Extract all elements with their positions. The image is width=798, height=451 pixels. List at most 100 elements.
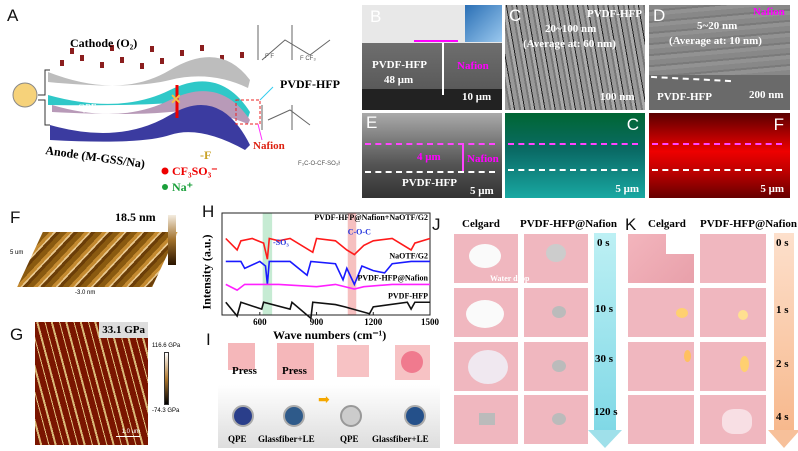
y-axis-label: Intensity (a.u.) (199, 234, 214, 310)
eds-map-fluorine: F 5 μm (649, 113, 790, 198)
nafion-layer (52, 91, 250, 124)
coin-cell-icon (283, 405, 305, 427)
panel-label-b: B (370, 7, 382, 26)
panel-label-g: G (10, 325, 24, 344)
scale-bar-label: 5 μm (470, 185, 494, 197)
time-label: 4 s (776, 411, 789, 423)
x-axis-label: Wave numbers (cm⁻¹) (273, 328, 387, 342)
series-label: PVDF-HFP@Nafion+NaOTF/G2 (314, 213, 428, 222)
time-label: 30 s (595, 353, 614, 365)
legend-f: -F (200, 148, 212, 162)
nafion-label: Nafion (753, 6, 785, 18)
material-label: PVDF-HFP (372, 59, 427, 71)
element-label-c: C (626, 115, 639, 134)
plot-frame (221, 212, 431, 316)
x-tick-label: 900 (310, 317, 324, 327)
svg-text:F₃C-O-CF-SO₃H: F₃C-O-CF-SO₃H (298, 161, 340, 167)
o2-molecules-icon (60, 45, 244, 69)
modulus-label: 33.1 GPa (99, 322, 148, 338)
thickness-label: 48 μm (384, 74, 414, 86)
time-label: 2 s (776, 358, 789, 370)
panel-label-i: I (206, 330, 211, 349)
pore-size-label: 5~20 nm (697, 20, 738, 32)
legend-na: Na⁺ (172, 180, 193, 194)
inset-photo (465, 5, 502, 42)
battery-schematic: ✕ F F F CF₃ F₃C-O-CF-SO₃H (12, 25, 340, 190)
qpe-label: QPE (78, 103, 97, 114)
annotation-so3: -SO₃ (273, 238, 289, 247)
material-label: PVDF-HFP (587, 8, 642, 20)
time-label: 0 s (597, 237, 610, 249)
eds-map-carbon: C 5 μm (505, 113, 645, 198)
height-max-label: 18.5 nm (115, 210, 156, 224)
sample-label: Glassfiber+LE (258, 434, 315, 444)
x-tick-label: 1500 (421, 317, 440, 327)
series-line (225, 237, 431, 260)
sample-label: Glassfiber+LE (372, 434, 429, 444)
coin-cell-icon (232, 405, 254, 427)
modulus-map: 33.1 GPa 1.0 um (35, 322, 148, 445)
panel-label-a: A (7, 6, 19, 25)
sem-image-c: C PVDF-HFP 20~100 nm (Average at: 60 nm)… (505, 5, 645, 110)
series-line (225, 300, 430, 320)
annotation-coc: C-O-C (348, 228, 371, 237)
scale-bar-label: 5 μm (615, 183, 639, 195)
scale-bar-label: 10 μm (462, 91, 492, 103)
material-label: PVDF-HFP (402, 177, 457, 189)
panel-label-h: H (202, 202, 215, 221)
material-label: PVDF-HFP (657, 91, 712, 103)
press-label: Press (282, 365, 307, 377)
series-label: PVDF-HFP (388, 291, 428, 300)
time-arrow (594, 233, 616, 433)
column-label-pvdf: PVDF-HFP@Nafion (520, 218, 617, 230)
thickness-label: 4 μm (417, 151, 441, 163)
press-label: Press (232, 365, 257, 377)
series-line (225, 260, 430, 287)
column-label-pvdf: PVDF-HFP@Nafion (700, 218, 797, 230)
water-drop-label: Water drop (490, 274, 530, 283)
svg-text:F F: F F (265, 54, 274, 60)
x-tick-label: 600 (253, 317, 267, 327)
svg-text:✕: ✕ (170, 93, 182, 108)
nafion-label: Nafion (457, 60, 489, 72)
svg-text:F CF₃: F CF₃ (300, 56, 316, 62)
cathode-layer (48, 57, 250, 88)
column-label-celgard: Celgard (462, 218, 500, 230)
highlight-band (347, 213, 357, 315)
series-label: PVDF-HFP@Nafion (357, 273, 428, 282)
panel-label-k: K (625, 215, 637, 234)
arrow-right-icon: ➡ (318, 393, 330, 408)
qpe-layer (48, 81, 250, 118)
sem-image-b: B PVDF-HFP 48 μm Nafion 10 μm (362, 5, 502, 110)
color-scale-bar (164, 352, 169, 405)
series-line (225, 283, 430, 292)
column-label-celgard: Celgard (648, 218, 686, 230)
sample-label: QPE (340, 434, 359, 444)
scale-min-label: -74.3 GPa (152, 408, 180, 414)
panel-label-f: F (10, 208, 21, 227)
nafion-label: Nafion (253, 140, 285, 152)
ftir-chart: PVDF-HFP@Nafion+NaOTF/G2 NaOTF/G2 PVDF-HFP… (221, 212, 440, 327)
panel-label-c: C (509, 6, 522, 25)
coin-cell-icon (340, 405, 362, 427)
time-label: 10 s (595, 303, 614, 315)
panel-label-d: D (653, 6, 666, 25)
light-bulb-icon (12, 82, 38, 108)
average-label: (Average at: 10 nm) (669, 35, 762, 47)
anode-layer (50, 105, 250, 150)
pvdf-hfp-label: PVDF-HFP (280, 77, 340, 91)
series-label: NaOTF/G2 (389, 251, 428, 260)
average-label: (Average at: 60 nm) (523, 38, 616, 50)
scale-bar-label: 1.0 um (121, 429, 140, 435)
panel-label-e: E (366, 113, 378, 132)
nafion-label: Nafion (467, 153, 499, 165)
scale-max-label: 116.6 GPa (152, 343, 181, 349)
legend-cf3so3: CF₃SO₃⁻ (172, 164, 218, 178)
sem-image-d: D 5~20 nm Nafion (Average at: 10 nm) PVD… (649, 5, 790, 110)
time-arrow (774, 233, 794, 433)
sample-label: QPE (228, 434, 247, 444)
coin-cell-icon (404, 405, 426, 427)
na-ion-icon (162, 184, 168, 190)
time-label: 0 s (776, 237, 789, 249)
time-label: 1 s (776, 304, 789, 316)
